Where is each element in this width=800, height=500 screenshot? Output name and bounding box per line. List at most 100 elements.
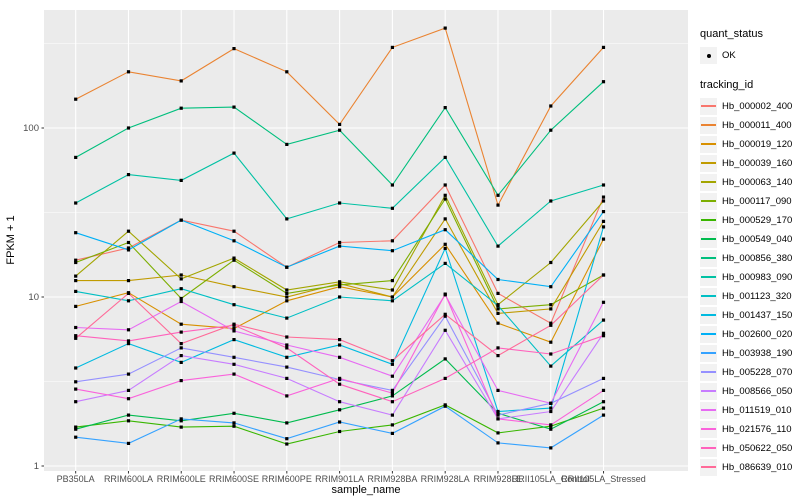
data-point-Hb_002600_020 bbox=[549, 285, 553, 289]
x-tick-label: RRIM600PE bbox=[262, 474, 312, 484]
legend-item-Hb_086639_010: Hb_086639_010 bbox=[700, 458, 800, 476]
x-axis-title: sample_name bbox=[331, 484, 401, 496]
data-point-Hb_000117_090 bbox=[338, 283, 342, 287]
y-tick-label: 10 bbox=[28, 292, 39, 303]
legend-tracking-id-items: Hb_000002_400 Hb_000011_400 Hb_000019_120 H… bbox=[700, 97, 800, 476]
data-point-Hb_086639_010 bbox=[179, 342, 183, 346]
data-point-Hb_000549_040 bbox=[338, 408, 342, 412]
data-point-Hb_000063_140 bbox=[74, 274, 78, 278]
data-point-Hb_001123_320 bbox=[74, 289, 78, 293]
data-point-Hb_005228_070 bbox=[601, 376, 606, 380]
data-point-Hb_000002_400 bbox=[549, 321, 553, 325]
legend-item-label: Hb_005228_070 bbox=[722, 366, 793, 378]
legend-item-Hb_021576_110: Hb_021576_110 bbox=[700, 420, 800, 438]
legend-item-label: Hb_001123_320 bbox=[722, 290, 792, 302]
data-point-Hb_000019_120 bbox=[443, 242, 447, 246]
line-swatch-icon bbox=[701, 219, 716, 221]
legend-item-label: Hb_086639_010 bbox=[722, 461, 793, 473]
data-point-Hb_005228_070 bbox=[179, 346, 183, 350]
data-point-Hb_000529_170 bbox=[126, 419, 131, 423]
legend-item-Hb_000529_170: Hb_000529_170 bbox=[700, 211, 800, 229]
data-point-Hb_086639_010 bbox=[126, 291, 131, 295]
x-tick-label: RRIM600LA bbox=[104, 474, 153, 484]
y-tick-label: 100 bbox=[23, 123, 39, 134]
data-point-Hb_000011_400 bbox=[390, 45, 394, 49]
data-point-Hb_000856_380 bbox=[338, 128, 342, 132]
data-point-Hb_000549_040 bbox=[601, 400, 606, 404]
data-point-Hb_001123_320 bbox=[285, 316, 289, 320]
legend-item-Hb_003938_190: Hb_003938_190 bbox=[700, 344, 800, 362]
legend-key-box bbox=[700, 230, 717, 248]
legend-key-box bbox=[700, 344, 717, 362]
data-point-Hb_050622_050 bbox=[126, 339, 131, 343]
data-point-Hb_000117_090 bbox=[285, 291, 289, 295]
legend-key-box bbox=[700, 306, 717, 324]
legend-item-Hb_002600_020: Hb_002600_020 bbox=[700, 325, 800, 343]
data-point-Hb_000039_160 bbox=[390, 295, 394, 299]
legend-quant-status-label: OK bbox=[722, 49, 736, 61]
legend-key-box bbox=[700, 154, 717, 172]
data-point-Hb_000549_040 bbox=[285, 421, 289, 425]
legend-item-label: Hb_000039_160 bbox=[722, 157, 793, 169]
legend-item-Hb_000983_090: Hb_000983_090 bbox=[700, 268, 800, 286]
line-swatch-icon bbox=[701, 181, 716, 183]
data-point-Hb_000529_170 bbox=[338, 429, 342, 434]
legend-key-box bbox=[700, 46, 717, 64]
data-point-Hb_000983_090 bbox=[74, 201, 78, 205]
data-point-Hb_005228_070 bbox=[443, 314, 447, 318]
data-point-Hb_001437_150 bbox=[126, 342, 131, 346]
data-point-Hb_002600_020 bbox=[74, 231, 78, 235]
legend-item-label: Hb_000983_090 bbox=[722, 271, 793, 283]
data-point-Hb_000063_140 bbox=[443, 193, 447, 197]
data-point-Hb_050622_050 bbox=[285, 346, 289, 350]
legend-item-label: Hb_002600_020 bbox=[722, 328, 793, 340]
data-point-Hb_002600_020 bbox=[443, 228, 447, 232]
data-point-Hb_005228_070 bbox=[390, 388, 394, 392]
data-point-Hb_000549_040 bbox=[496, 411, 500, 415]
legend-item-Hb_000019_120: Hb_000019_120 bbox=[700, 135, 800, 153]
data-point-Hb_001437_150 bbox=[443, 246, 447, 250]
data-point-Hb_000856_380 bbox=[126, 126, 131, 130]
data-point-Hb_001123_320 bbox=[496, 304, 500, 308]
data-point-Hb_000019_120 bbox=[232, 327, 236, 331]
data-point-Hb_021576_110 bbox=[126, 397, 131, 401]
x-tick-label: RRIM600LE bbox=[157, 474, 206, 484]
data-point-Hb_000983_090 bbox=[390, 206, 394, 210]
data-point-Hb_000856_380 bbox=[232, 105, 236, 109]
data-point-Hb_000039_160 bbox=[232, 285, 236, 289]
data-point-Hb_021576_110 bbox=[285, 394, 289, 398]
line-swatch-icon bbox=[701, 295, 716, 297]
data-point-Hb_001437_150 bbox=[601, 225, 606, 229]
line-swatch-icon bbox=[701, 428, 716, 430]
data-point-Hb_008566_050 bbox=[443, 328, 447, 332]
data-point-Hb_000002_400 bbox=[74, 258, 78, 262]
data-point-Hb_000549_040 bbox=[126, 413, 131, 417]
legend-key-box bbox=[700, 325, 717, 343]
x-tick-label: RRIM928BA bbox=[367, 474, 417, 484]
data-point-Hb_050622_050 bbox=[74, 334, 78, 338]
data-point-Hb_000002_400 bbox=[338, 240, 342, 245]
data-point-Hb_000039_160 bbox=[496, 311, 500, 315]
data-point-Hb_003938_190 bbox=[390, 431, 394, 435]
data-point-Hb_000117_090 bbox=[496, 307, 500, 311]
legend-item-Hb_011519_010: Hb_011519_010 bbox=[700, 401, 800, 419]
legend-item-Hb_000856_380: Hb_000856_380 bbox=[700, 249, 800, 267]
legend: quant_status OK tracking_id Hb_000002_40… bbox=[700, 28, 800, 477]
data-point-Hb_000019_120 bbox=[338, 285, 342, 289]
data-point-Hb_086639_010 bbox=[549, 323, 553, 327]
data-point-Hb_000063_140 bbox=[549, 260, 553, 265]
data-point-Hb_086639_010 bbox=[232, 322, 236, 326]
legend-item-Hb_008566_050: Hb_008566_050 bbox=[700, 382, 800, 400]
data-point-Hb_000983_090 bbox=[601, 183, 606, 187]
x-tick-label: RRII105LA_Stressed bbox=[561, 474, 646, 484]
data-point-Hb_050622_050 bbox=[390, 400, 394, 404]
data-point-Hb_000039_160 bbox=[74, 279, 78, 283]
data-point-Hb_003938_190 bbox=[232, 421, 236, 425]
legend-item-label: Hb_000856_380 bbox=[722, 252, 793, 264]
legend-quant-status-item: OK bbox=[700, 46, 800, 64]
data-point-Hb_021576_110 bbox=[74, 387, 78, 391]
data-point-Hb_000529_170 bbox=[390, 423, 394, 427]
legend-key-box bbox=[700, 458, 717, 476]
data-point-Hb_011519_010 bbox=[496, 388, 500, 392]
